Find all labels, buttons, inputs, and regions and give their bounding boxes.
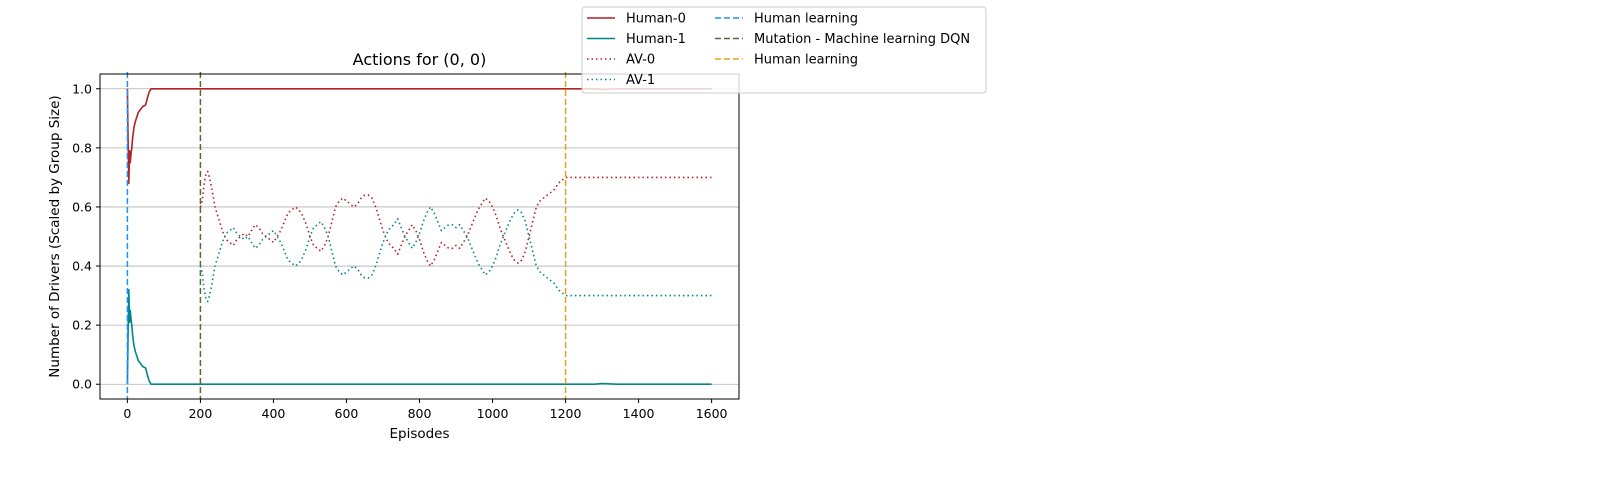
x-tick-label: 0	[123, 406, 131, 421]
vertical-marker-lines	[126, 72, 567, 399]
y-tick-label: 0.8	[72, 140, 92, 155]
x-tick-label: 800	[408, 406, 432, 421]
x-tick-label: 1200	[550, 406, 582, 421]
x-tick-label: 600	[335, 406, 359, 421]
x-tick-label: 200	[188, 406, 212, 421]
legend-label: AV-1	[626, 73, 655, 88]
legend-label: Human learning	[754, 53, 858, 68]
y-tick-label: 0.6	[72, 199, 92, 214]
y-tick-label: 0.0	[72, 377, 92, 392]
x-tick-label: 1400	[623, 406, 655, 421]
x-axis-label: Episodes	[389, 426, 449, 442]
y-tick-label: 0.4	[72, 259, 92, 274]
y-axis-label: Number of Drivers (Scaled by Group Size)	[47, 95, 63, 377]
legend: Human-0 Human-1 AV-0 AV-1 Human learning Muta…	[581, 6, 987, 94]
legend-label: Human-0	[626, 12, 686, 27]
legend-label: Human-1	[626, 32, 686, 47]
legend-box	[581, 6, 987, 94]
y-tick-label: 0.2	[72, 318, 92, 333]
series-human-1-line	[126, 288, 712, 386]
legend-label: Mutation - Machine learning DQN	[754, 32, 970, 47]
axis-ticks: 0.0 0.2 0.4 0.6 0.8 1.0 0 200 400 600 800 1000 1200 1…	[72, 81, 727, 421]
series-layer	[126, 88, 712, 386]
x-tick-label: 1000	[477, 406, 509, 421]
y-tick-label: 1.0	[72, 81, 92, 96]
series-human-0-line	[126, 88, 712, 185]
chart-title: Actions for (0, 0)	[353, 50, 487, 69]
series-av-1-line	[199, 206, 712, 303]
legend-label: Human learning	[754, 12, 858, 27]
x-tick-label: 400	[262, 406, 286, 421]
x-tick-label: 1600	[696, 406, 728, 421]
legend-label: AV-0	[626, 53, 655, 68]
